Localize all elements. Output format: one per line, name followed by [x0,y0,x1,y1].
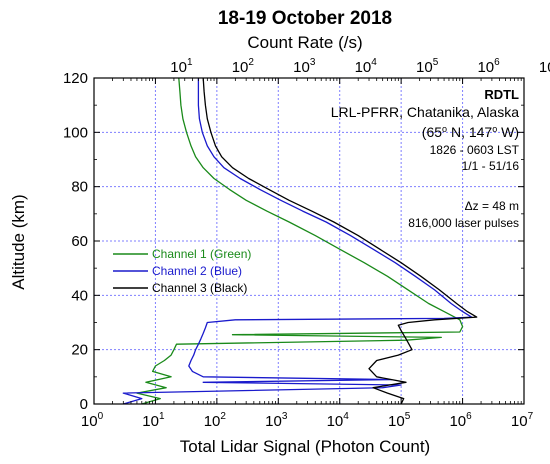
legend: Channel 1 (Green) Channel 2 (Blue) Chann… [113,247,251,295]
top-tick-label-exponent: 5 [433,57,439,68]
annotation-block: RDTL LRL-PFRR, Chatanika, Alaska (65o N,… [331,87,520,230]
data-series [122,77,478,405]
x-tick-label-base: 10 [81,413,98,430]
coord-degree-2: o [492,124,497,134]
legend-label-channel-1: Channel 1 (Green) [152,247,251,261]
x-tick-label-exponent: 6 [466,411,472,422]
top-tick-label: 107 [539,57,550,76]
top-tick-label-exponent: 6 [494,57,500,68]
x-tick-label-base: 10 [449,413,466,430]
x-tick-label: 105 [388,411,411,430]
x-tick-label-exponent: 5 [405,411,411,422]
top-tick-label: 101 [170,57,193,76]
x-tick-label: 100 [81,411,104,430]
coord-degree-1: o [442,124,447,134]
x-tick-label: 104 [327,411,350,430]
top-tick-label-exponent: 3 [310,57,316,68]
top-tick-label-base: 10 [416,59,433,76]
top-tick-label-exponent: 1 [187,57,193,68]
x-tick-label-base: 10 [142,413,159,430]
top-tick-label: 106 [477,57,500,76]
x-tick-label-base: 10 [388,413,405,430]
top-tick-label: 103 [293,57,316,76]
x-tick-label-base: 10 [204,413,221,430]
top-tick-label-base: 10 [293,59,310,76]
x-tick-label-base: 10 [265,413,282,430]
x-tick-label: 102 [204,411,227,430]
y-tick-label: 40 [71,287,88,304]
y-tick-label: 120 [63,70,88,87]
series-line-channel-1 [136,77,464,405]
time-label: 1826 - 0603 LST [430,143,520,157]
top-axis-label: Count Rate (/s) [247,33,362,52]
x-tick-label: 107 [511,411,534,430]
x-tick-label-exponent: 1 [159,411,165,422]
top-tick-label: 102 [232,57,255,76]
coord-mid: N, 147 [447,124,492,140]
y-axis-label: Altitude (km) [9,194,28,289]
top-tick-label-base: 10 [232,59,249,76]
coordinates-label: (65o N, 147o W) [422,124,519,140]
top-tick-label-base: 10 [477,59,494,76]
range-label: 1/1 - 51/16 [462,159,520,173]
x-tick-label-exponent: 0 [98,411,104,422]
top-tick-label-exponent: 2 [248,57,254,68]
series-line-channel-3 [202,77,478,405]
x-tick-label-exponent: 4 [343,411,349,422]
x-tick-label: 103 [265,411,288,430]
x-tick-label-base: 10 [327,413,344,430]
top-tick-label-base: 10 [170,59,187,76]
y-tick-label: 80 [71,179,88,196]
top-tick-label-exponent: 4 [371,57,377,68]
top-tick-label-base: 10 [539,59,550,76]
x-tick-label-exponent: 3 [282,411,288,422]
top-tick-label: 105 [416,57,439,76]
location-label: LRL-PFRR, Chatanika, Alaska [331,104,520,120]
x-tick-label-exponent: 7 [528,411,534,422]
pulses-label: 816,000 laser pulses [408,216,519,230]
station-label: RDTL [484,87,519,102]
x-tick-label: 101 [142,411,165,430]
dz-label: Δz = 48 m [465,199,519,213]
y-tick-label: 0 [80,396,88,413]
coord-lat: 65 [426,124,442,140]
top-tick-label-base: 10 [355,59,372,76]
x-axis-label: Total Lidar Signal (Photon Count) [180,437,430,456]
y-tick-label: 20 [71,342,88,359]
chart-title: 18-19 October 2018 [218,8,392,29]
coord-lon: W [497,124,515,140]
legend-label-channel-3: Channel 3 (Black) [152,281,247,295]
x-tick-label-base: 10 [511,413,528,430]
y-tick-label: 60 [71,233,88,250]
x-tick-label-exponent: 2 [220,411,226,422]
legend-label-channel-2: Channel 2 (Blue) [152,264,242,278]
y-tick-label: 100 [63,124,88,141]
top-tick-label: 104 [355,57,378,76]
x-tick-label: 106 [449,411,472,430]
